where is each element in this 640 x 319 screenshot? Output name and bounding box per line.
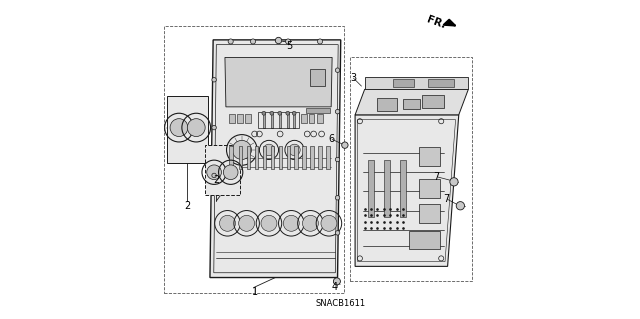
Circle shape <box>239 215 255 231</box>
Circle shape <box>342 142 348 148</box>
Bar <box>271 146 275 169</box>
Circle shape <box>333 278 340 285</box>
Circle shape <box>270 111 274 115</box>
Polygon shape <box>205 145 239 195</box>
Bar <box>229 146 233 169</box>
Circle shape <box>250 39 255 44</box>
Circle shape <box>212 173 216 178</box>
Bar <box>239 146 243 169</box>
Text: SNACB1611: SNACB1611 <box>316 299 366 308</box>
Circle shape <box>335 157 340 162</box>
Bar <box>422 95 444 108</box>
Bar <box>245 114 251 123</box>
Text: 2: 2 <box>213 175 220 185</box>
Bar <box>255 146 259 169</box>
Bar <box>400 160 406 217</box>
Circle shape <box>284 215 300 231</box>
Bar <box>262 113 265 128</box>
Polygon shape <box>355 89 468 115</box>
Bar <box>246 146 250 169</box>
Circle shape <box>456 202 465 210</box>
Bar <box>294 146 298 169</box>
Circle shape <box>261 215 277 231</box>
Bar <box>287 146 291 169</box>
Circle shape <box>232 140 252 160</box>
Bar <box>428 79 454 87</box>
Circle shape <box>450 178 458 186</box>
Bar <box>326 146 330 169</box>
Bar <box>410 231 440 249</box>
Circle shape <box>303 215 319 231</box>
Text: 4: 4 <box>332 282 337 292</box>
Circle shape <box>207 165 221 180</box>
Bar <box>306 108 330 113</box>
Bar <box>419 179 440 198</box>
Bar <box>278 113 281 128</box>
Circle shape <box>278 111 282 115</box>
Circle shape <box>262 111 266 115</box>
Circle shape <box>292 111 296 115</box>
Polygon shape <box>355 115 459 266</box>
Circle shape <box>212 125 216 130</box>
Bar <box>384 160 390 217</box>
Polygon shape <box>225 57 332 107</box>
Circle shape <box>286 111 290 115</box>
Polygon shape <box>365 77 468 89</box>
Bar <box>229 114 235 123</box>
Circle shape <box>220 215 236 231</box>
Bar <box>271 113 273 128</box>
Text: 3: 3 <box>351 73 356 83</box>
Circle shape <box>263 144 275 156</box>
Bar <box>378 98 397 111</box>
Text: 2: 2 <box>184 201 191 211</box>
Circle shape <box>335 231 340 235</box>
Circle shape <box>335 196 340 200</box>
Text: FR.: FR. <box>426 14 447 30</box>
Circle shape <box>321 215 337 231</box>
Text: 1: 1 <box>252 287 258 297</box>
Bar <box>303 146 307 169</box>
Circle shape <box>285 39 291 44</box>
Circle shape <box>228 39 233 44</box>
Circle shape <box>188 119 205 137</box>
Bar <box>287 113 289 128</box>
Bar <box>317 114 323 123</box>
Bar <box>301 114 307 123</box>
Text: 5: 5 <box>287 41 293 51</box>
Bar <box>310 146 314 169</box>
Text: 7: 7 <box>443 194 449 204</box>
Bar <box>278 146 282 169</box>
Circle shape <box>335 109 340 114</box>
Text: 7: 7 <box>433 172 440 182</box>
Bar <box>419 147 440 166</box>
Bar <box>319 146 322 169</box>
Text: 6: 6 <box>328 134 334 144</box>
Circle shape <box>317 39 323 44</box>
Circle shape <box>212 78 216 82</box>
Bar <box>293 113 296 128</box>
Bar <box>258 112 300 128</box>
Bar <box>403 99 420 109</box>
Polygon shape <box>210 40 340 278</box>
Bar <box>368 160 374 217</box>
Circle shape <box>275 37 282 44</box>
Circle shape <box>289 144 300 156</box>
Bar <box>237 114 243 123</box>
Bar <box>262 146 266 169</box>
Bar <box>310 69 324 86</box>
Circle shape <box>170 119 188 137</box>
Circle shape <box>223 165 238 180</box>
Circle shape <box>335 68 340 72</box>
Polygon shape <box>167 96 208 163</box>
Bar <box>419 204 440 223</box>
Bar <box>394 79 414 87</box>
Bar <box>308 114 314 123</box>
